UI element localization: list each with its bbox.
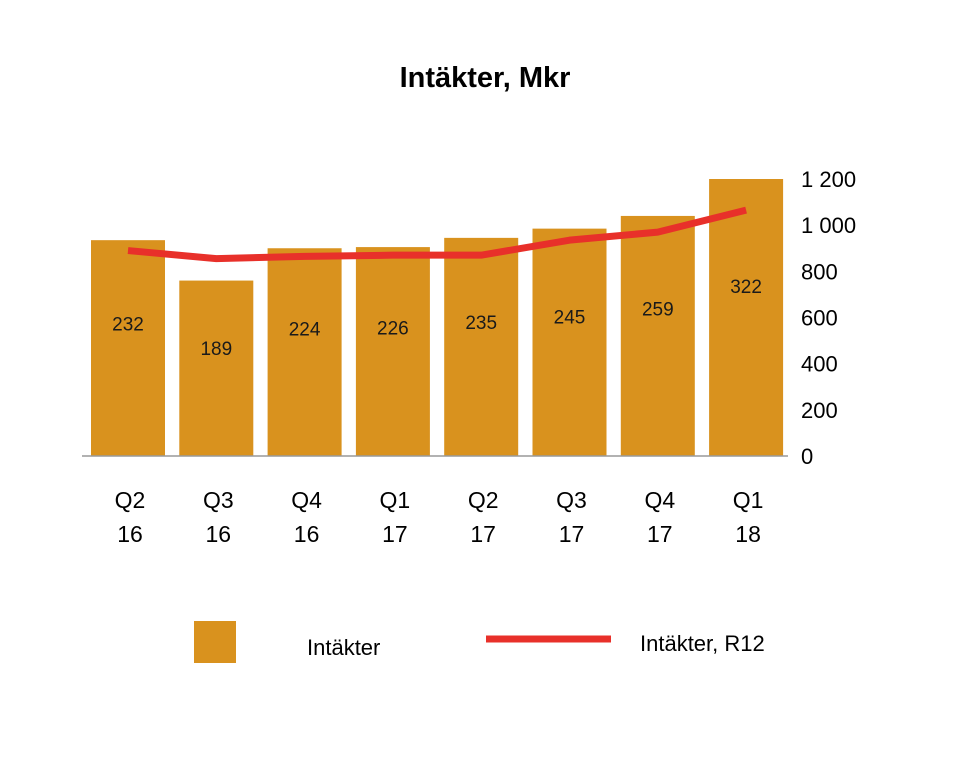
line-series — [127, 206, 747, 263]
x-tick-label-quarter: Q2 — [115, 487, 146, 513]
legend-label-intakter-r12: Intäkter, R12 — [640, 631, 765, 656]
bar-q2-17 — [444, 237, 519, 456]
legend: Intäkter Intäkter, R12 — [194, 621, 765, 663]
x-tick-label-quarter: Q2 — [468, 487, 499, 513]
chart-title: Intäkter, Mkr — [400, 62, 571, 94]
x-tick-label-quarter: Q3 — [203, 487, 234, 513]
x-tick-label-quarter: Q1 — [733, 487, 764, 513]
bar-q4-17 — [620, 215, 695, 456]
x-tick-label-quarter: Q3 — [556, 487, 587, 513]
bar-q2-16 — [91, 240, 165, 456]
data-label: 189 — [200, 339, 232, 360]
y-tick-label: 200 — [801, 398, 838, 423]
legend-swatch-intakter — [194, 621, 236, 663]
data-label: 259 — [642, 300, 674, 321]
x-tick-label-quarter: Q4 — [291, 487, 322, 513]
x-tick-label-year: 17 — [382, 521, 408, 547]
x-tick-label-year: 17 — [647, 521, 673, 547]
r12-line — [127, 206, 747, 263]
x-tick-label-year: 16 — [206, 521, 232, 547]
x-tick-label-year: 16 — [294, 521, 320, 547]
y-tick-label: 1 000 — [801, 213, 856, 238]
x-tick-label-year: 17 — [470, 521, 496, 547]
x-tick-label-quarter: Q4 — [644, 487, 675, 513]
y-tick-label: 400 — [801, 352, 838, 377]
y-tick-label: 800 — [801, 259, 838, 284]
x-tick-label-year: 18 — [735, 521, 761, 547]
y-tick-label: 600 — [801, 306, 838, 331]
y-tick-label: 0 — [801, 444, 813, 469]
y-tick-label: 1 200 — [801, 167, 856, 192]
x-tick-label-year: 16 — [117, 521, 143, 547]
data-label: 232 — [112, 314, 144, 335]
bar-q3-17 — [532, 228, 607, 456]
x-axis-ticks: Q2 16 Q3 16 Q4 16 Q1 17 Q2 17 Q3 17 Q4 17 Q1 18 — [115, 487, 764, 547]
legend-label-intakter: Intäkter — [307, 635, 380, 660]
bar-q1-18 — [709, 179, 784, 456]
bar-q1-17 — [355, 247, 430, 456]
bar-q4-16 — [267, 248, 342, 456]
data-label: 235 — [465, 313, 497, 334]
bar-q3-16 — [179, 280, 254, 456]
bar-series — [91, 179, 784, 456]
data-labels: 232 189 224 226 235 245 259 322 — [112, 277, 762, 360]
x-tick-label-quarter: Q1 — [380, 487, 411, 513]
x-tick-label-year: 17 — [559, 521, 585, 547]
y-axis-ticks: 0 200 400 600 800 1 000 1 200 — [801, 167, 856, 469]
data-label: 226 — [377, 319, 409, 340]
data-label: 322 — [730, 277, 762, 298]
data-label: 224 — [289, 319, 321, 340]
data-label: 245 — [554, 307, 586, 328]
